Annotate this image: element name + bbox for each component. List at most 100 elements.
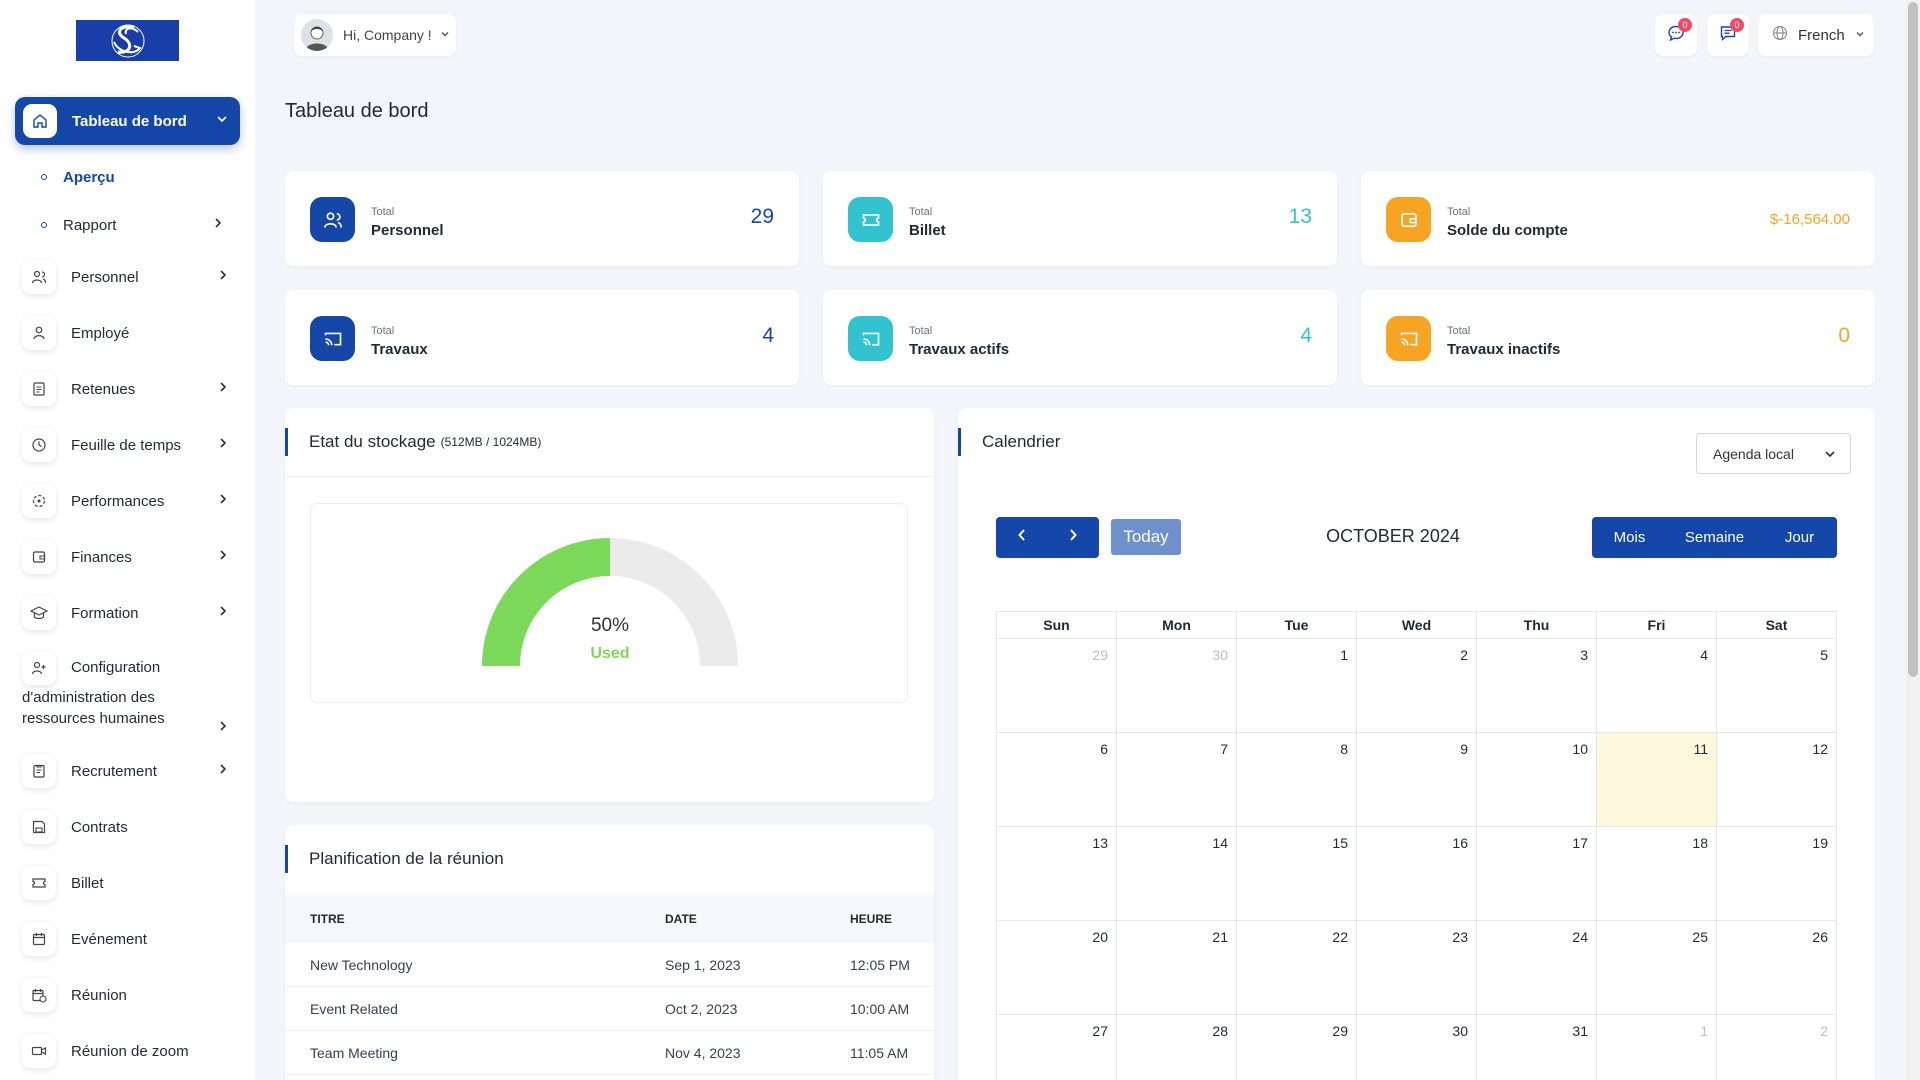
calendar-day[interactable]: 13 <box>997 827 1117 921</box>
calendar-day[interactable]: 25 <box>1597 921 1717 1015</box>
calendar-day[interactable]: 1 <box>1597 1015 1717 1080</box>
calendar-day[interactable]: 26 <box>1717 921 1837 1015</box>
calendar-day[interactable]: 23 <box>1357 921 1477 1015</box>
next-month-button[interactable] <box>1048 517 1100 558</box>
stat-card-travaux[interactable]: Total Travaux 4 <box>285 290 799 385</box>
meeting-date: Sep 1, 2023 <box>665 956 741 973</box>
sidebar-item-dashboard[interactable]: Tableau de bord <box>15 97 240 145</box>
notifications-button[interactable]: 0 <box>1707 14 1749 56</box>
calendar-day[interactable]: 18 <box>1597 827 1717 921</box>
cast-icon <box>310 316 355 361</box>
calendar-day[interactable]: 5 <box>1717 639 1837 733</box>
view-week-button[interactable]: Semaine <box>1684 529 1745 546</box>
calendar-day[interactable]: 22 <box>1237 921 1357 1015</box>
today-button[interactable]: Today <box>1111 519 1181 555</box>
sidebar-item-reunion[interactable]: Réunion <box>15 967 240 1023</box>
sidebar-item-contrats[interactable]: Contrats <box>15 799 240 855</box>
chevron-down-icon <box>1824 447 1836 463</box>
wallet-icon <box>22 540 56 574</box>
sidebar-item-employe[interactable]: Employé <box>15 305 240 361</box>
calendar-day[interactable]: 12 <box>1717 733 1837 827</box>
column-header-title: TITRE <box>310 912 345 926</box>
stat-card-travaux-inactifs[interactable]: Total Travaux inactifs 0 <box>1361 290 1875 385</box>
chevron-right-icon <box>218 548 228 566</box>
calendar-day[interactable]: 1 <box>1237 639 1357 733</box>
page-scrollbar-thumb[interactable] <box>1908 2 1918 677</box>
calendar-day[interactable]: 27 <box>997 1015 1117 1080</box>
calendar-day[interactable]: 30 <box>1357 1015 1477 1080</box>
view-day-button[interactable]: Jour <box>1784 529 1815 546</box>
calendar-day[interactable]: 17 <box>1477 827 1597 921</box>
sidebar-item-label: Feuille de temps <box>71 436 182 454</box>
sidebar-item-evenement[interactable]: Evénement <box>15 911 240 967</box>
sidebar-item-personnel[interactable]: Personnel <box>15 249 240 305</box>
calendar-day[interactable]: 8 <box>1237 733 1357 827</box>
agenda-select-value: Agenda local <box>1713 445 1794 462</box>
user-menu-button[interactable]: Hi, Company ! <box>294 14 456 56</box>
table-row[interactable]: New Technology Sep 1, 2023 12:05 PM <box>285 943 934 987</box>
sidebar-subitem-apercu[interactable]: Aperçu <box>15 153 240 201</box>
meeting-title: Event Related <box>310 1000 398 1017</box>
sidebar-item-feuille-de-temps[interactable]: Feuille de temps <box>15 417 240 473</box>
column-header-date: DATE <box>665 912 697 926</box>
calendar-day[interactable]: 16 <box>1357 827 1477 921</box>
sidebar-item-label: Performances <box>71 492 165 510</box>
calendar-day[interactable]: 6 <box>997 733 1117 827</box>
calendar-day[interactable]: 31 <box>1477 1015 1597 1080</box>
view-month-button[interactable]: Mois <box>1613 529 1646 546</box>
table-row[interactable]: Team Meeting Nov 4, 2023 11:05 AM <box>285 1031 934 1075</box>
sidebar-subitem-rapport[interactable]: Rapport <box>15 201 240 249</box>
calendar-day[interactable]: 20 <box>997 921 1117 1015</box>
sidebar-item-reunion-zoom[interactable]: Réunion de zoom <box>15 1023 240 1079</box>
weekday-label: Wed <box>1357 612 1477 639</box>
agenda-select[interactable]: Agenda local <box>1696 433 1851 474</box>
sidebar-item-retenues[interactable]: Retenues <box>15 361 240 417</box>
gauge-used-label: Used <box>590 645 630 662</box>
stat-card-solde[interactable]: Total Solde du compte $-16,564.00 <box>1361 171 1875 266</box>
calendar-icon <box>22 922 56 956</box>
calendar-day-today[interactable]: 11 <box>1597 733 1717 827</box>
calendar-day[interactable]: 4 <box>1597 639 1717 733</box>
stat-card-personnel[interactable]: Total Personnel 29 <box>285 171 799 266</box>
table-row[interactable]: Event Related Oct 2, 2023 10:00 AM <box>285 987 934 1031</box>
calendar-day[interactable]: 7 <box>1117 733 1237 827</box>
calendar-day[interactable]: 10 <box>1477 733 1597 827</box>
sidebar-item-performances[interactable]: Performances <box>15 473 240 529</box>
sidebar-item-recrutement[interactable]: Recrutement <box>15 743 240 799</box>
stat-card-travaux-actifs[interactable]: Total Travaux actifs 4 <box>823 290 1337 385</box>
calendar-day[interactable]: 9 <box>1357 733 1477 827</box>
calendar-day[interactable]: 29 <box>1237 1015 1357 1080</box>
calendar-day[interactable]: 21 <box>1117 921 1237 1015</box>
calendar-day[interactable]: 2 <box>1717 1015 1837 1080</box>
calendar-day[interactable]: 15 <box>1237 827 1357 921</box>
company-logo[interactable] <box>76 20 179 61</box>
calendar-day[interactable]: 14 <box>1117 827 1237 921</box>
calendar-day[interactable]: 3 <box>1477 639 1597 733</box>
calendar-day[interactable]: 29 <box>997 639 1117 733</box>
meeting-panel: Planification de la réunion TITRE DATE H… <box>285 825 934 1080</box>
sidebar-item-finances[interactable]: Finances <box>15 529 240 585</box>
weekday-header-row: Sun Mon Tue Wed Thu Fri Sat <box>997 612 1837 639</box>
calendar-day[interactable]: 28 <box>1117 1015 1237 1080</box>
sidebar-item-hr-admin-config[interactable]: Configuration d'administration des resso… <box>15 641 240 743</box>
calendar-day[interactable]: 19 <box>1717 827 1837 921</box>
messages-button[interactable]: 0 <box>1655 14 1697 56</box>
calendar-day[interactable]: 30 <box>1117 639 1237 733</box>
sidebar-item-formation[interactable]: Formation <box>15 585 240 641</box>
messages-badge: 0 <box>1678 18 1692 32</box>
language-selector[interactable]: French <box>1758 14 1874 56</box>
calendar-day[interactable]: 2 <box>1357 639 1477 733</box>
prev-month-button[interactable] <box>996 517 1048 558</box>
sidebar-item-label-line1: Configuration <box>71 659 161 676</box>
storage-title: Etat du stockage <box>309 432 436 451</box>
gauge-used-arc <box>482 538 610 666</box>
globe-icon <box>1772 25 1788 46</box>
stat-caption: Total <box>371 206 395 218</box>
calendar-day[interactable]: 24 <box>1477 921 1597 1015</box>
chevron-right-icon <box>218 492 228 510</box>
meeting-date: Oct 2, 2023 <box>665 1000 738 1017</box>
sidebar-item-billet[interactable]: Billet <box>15 855 240 911</box>
stat-card-billet[interactable]: Total Billet 13 <box>823 171 1337 266</box>
sidebar-subitem-label: Rapport <box>63 216 117 234</box>
user-greeting: Hi, Company ! <box>343 27 432 43</box>
